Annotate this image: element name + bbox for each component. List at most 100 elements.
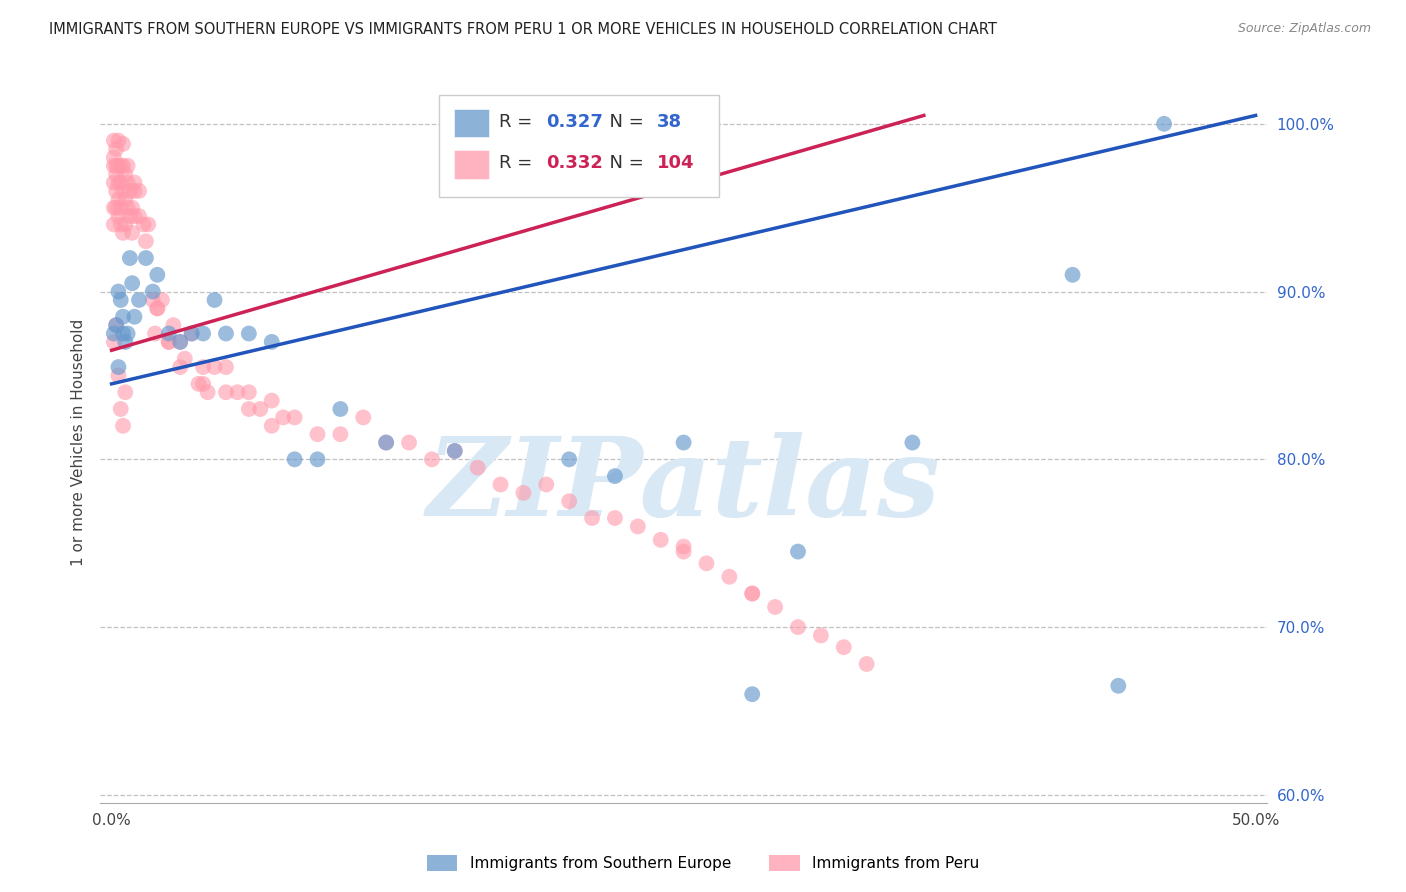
- Point: [107, 360, 129, 375]
- Point: [124, 209, 146, 223]
- Point: [215, 385, 238, 400]
- Point: [103, 134, 125, 148]
- Point: [105, 167, 128, 181]
- Point: [143, 326, 166, 341]
- Point: [103, 334, 125, 349]
- Point: [375, 435, 398, 450]
- Point: [111, 184, 134, 198]
- Point: [204, 360, 226, 375]
- Point: [121, 201, 143, 215]
- Point: [901, 435, 924, 450]
- Point: [763, 599, 786, 614]
- Point: [810, 628, 832, 642]
- Point: [118, 184, 141, 198]
- Text: 0.332: 0.332: [546, 154, 603, 172]
- Point: [581, 511, 603, 525]
- Point: [103, 218, 125, 232]
- Point: [187, 376, 209, 391]
- Point: [855, 657, 877, 671]
- Point: [107, 209, 129, 223]
- Point: [329, 427, 352, 442]
- Point: [107, 176, 129, 190]
- Point: [114, 218, 136, 232]
- Point: [111, 310, 134, 324]
- Point: [204, 293, 226, 307]
- Point: [157, 334, 180, 349]
- Point: [1153, 117, 1175, 131]
- Point: [121, 276, 143, 290]
- Point: [114, 334, 136, 349]
- Point: [238, 326, 260, 341]
- Point: [124, 184, 146, 198]
- Point: [650, 533, 672, 547]
- Point: [121, 226, 143, 240]
- Point: [136, 218, 159, 232]
- Point: [146, 268, 169, 282]
- Point: [110, 201, 132, 215]
- Point: [672, 544, 695, 558]
- Text: 38: 38: [657, 113, 682, 131]
- FancyBboxPatch shape: [454, 109, 489, 137]
- Point: [110, 293, 132, 307]
- Point: [146, 301, 169, 316]
- Point: [105, 142, 128, 156]
- Point: [114, 385, 136, 400]
- Point: [105, 318, 128, 333]
- Point: [352, 410, 374, 425]
- Point: [124, 310, 146, 324]
- Point: [117, 326, 139, 341]
- Point: [718, 570, 741, 584]
- Point: [107, 192, 129, 206]
- Point: [107, 159, 129, 173]
- Point: [191, 360, 214, 375]
- Point: [307, 427, 329, 442]
- Point: [142, 293, 165, 307]
- Y-axis label: 1 or more Vehicles in Household: 1 or more Vehicles in Household: [72, 319, 86, 566]
- Point: [110, 159, 132, 173]
- Point: [114, 167, 136, 181]
- Point: [787, 544, 810, 558]
- Point: [832, 640, 855, 655]
- Point: [146, 301, 169, 316]
- Point: [105, 159, 128, 173]
- Point: [467, 460, 489, 475]
- Text: Source: ZipAtlas.com: Source: ZipAtlas.com: [1237, 22, 1371, 36]
- Point: [107, 285, 129, 299]
- Point: [105, 184, 128, 198]
- Point: [162, 318, 184, 333]
- Point: [284, 410, 307, 425]
- Point: [103, 159, 125, 173]
- Point: [103, 326, 125, 341]
- Point: [603, 469, 626, 483]
- Point: [110, 218, 132, 232]
- Point: [558, 452, 581, 467]
- Point: [375, 435, 398, 450]
- Text: ZIPatlas: ZIPatlas: [426, 432, 941, 540]
- Text: 0.327: 0.327: [546, 113, 603, 131]
- Point: [260, 393, 283, 408]
- Point: [117, 176, 139, 190]
- Point: [118, 209, 141, 223]
- Point: [150, 293, 173, 307]
- Point: [238, 402, 260, 417]
- Point: [128, 209, 150, 223]
- Point: [110, 402, 132, 417]
- Point: [107, 134, 129, 148]
- Point: [226, 385, 249, 400]
- Point: [558, 494, 581, 508]
- Point: [1062, 268, 1084, 282]
- Point: [536, 477, 558, 491]
- Text: 104: 104: [657, 154, 695, 172]
- FancyBboxPatch shape: [454, 151, 489, 179]
- Point: [128, 293, 150, 307]
- FancyBboxPatch shape: [439, 95, 718, 197]
- Point: [180, 326, 202, 341]
- Point: [114, 192, 136, 206]
- Point: [124, 176, 146, 190]
- Point: [103, 176, 125, 190]
- Legend: Immigrants from Southern Europe, Immigrants from Peru: Immigrants from Southern Europe, Immigra…: [420, 849, 986, 877]
- Point: [103, 201, 125, 215]
- Point: [111, 326, 134, 341]
- Point: [271, 410, 294, 425]
- Text: N =: N =: [599, 154, 650, 172]
